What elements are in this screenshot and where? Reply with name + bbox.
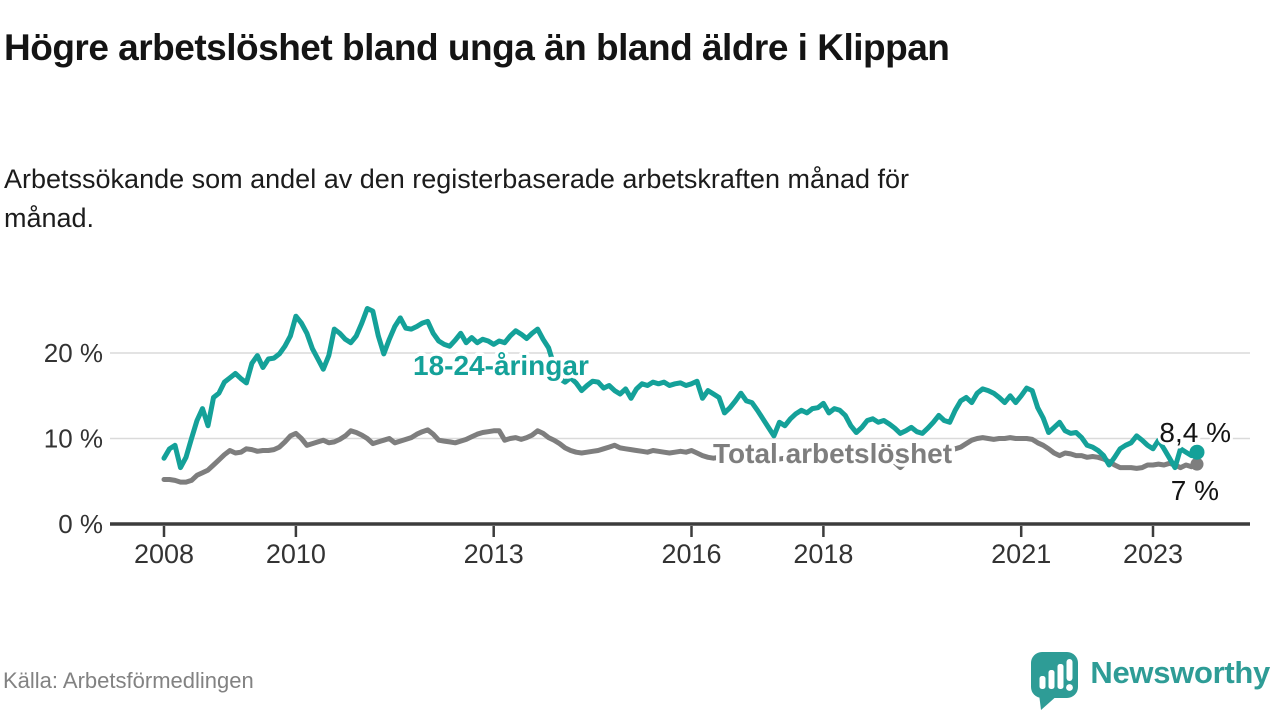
x-axis-tick-label: 2008 bbox=[134, 539, 194, 569]
page-subtitle: Arbetssökande som andel av den registerb… bbox=[4, 164, 910, 234]
x-axis-tick-label: 2010 bbox=[266, 539, 326, 569]
x-axis-tick-label: 2023 bbox=[1123, 539, 1183, 569]
series-end-dot bbox=[1190, 457, 1204, 471]
logo-text: Newsworthy bbox=[1090, 655, 1270, 690]
page-title: Högre arbetslöshet bland unga än bland ä… bbox=[4, 27, 950, 68]
series-line-total bbox=[161, 427, 1200, 485]
series-end-value-label: 8,4 % bbox=[1159, 417, 1231, 448]
y-axis-tick-label: 0 % bbox=[58, 509, 103, 539]
newsworthy-logo: Newsworthy bbox=[1028, 648, 1270, 710]
x-axis-tick-label: 2013 bbox=[464, 539, 524, 569]
y-axis-tick-label: 20 % bbox=[44, 338, 103, 368]
source-note: Källa: Arbetsförmedlingen bbox=[3, 668, 254, 693]
x-axis-tick-label: 2016 bbox=[661, 539, 721, 569]
series-label: Total arbetslöshet bbox=[713, 438, 952, 469]
series-end-dot bbox=[1189, 444, 1205, 460]
series-line-18-24 bbox=[161, 306, 1200, 471]
logo-bubble-icon bbox=[1031, 652, 1079, 710]
series-label: 18-24-åringar bbox=[413, 350, 589, 381]
x-axis-tick-label: 2021 bbox=[991, 539, 1051, 569]
series-end-value-label: 7 % bbox=[1171, 475, 1219, 506]
y-axis-tick-label: 10 % bbox=[44, 424, 103, 454]
x-axis-tick-label: 2018 bbox=[793, 539, 853, 569]
